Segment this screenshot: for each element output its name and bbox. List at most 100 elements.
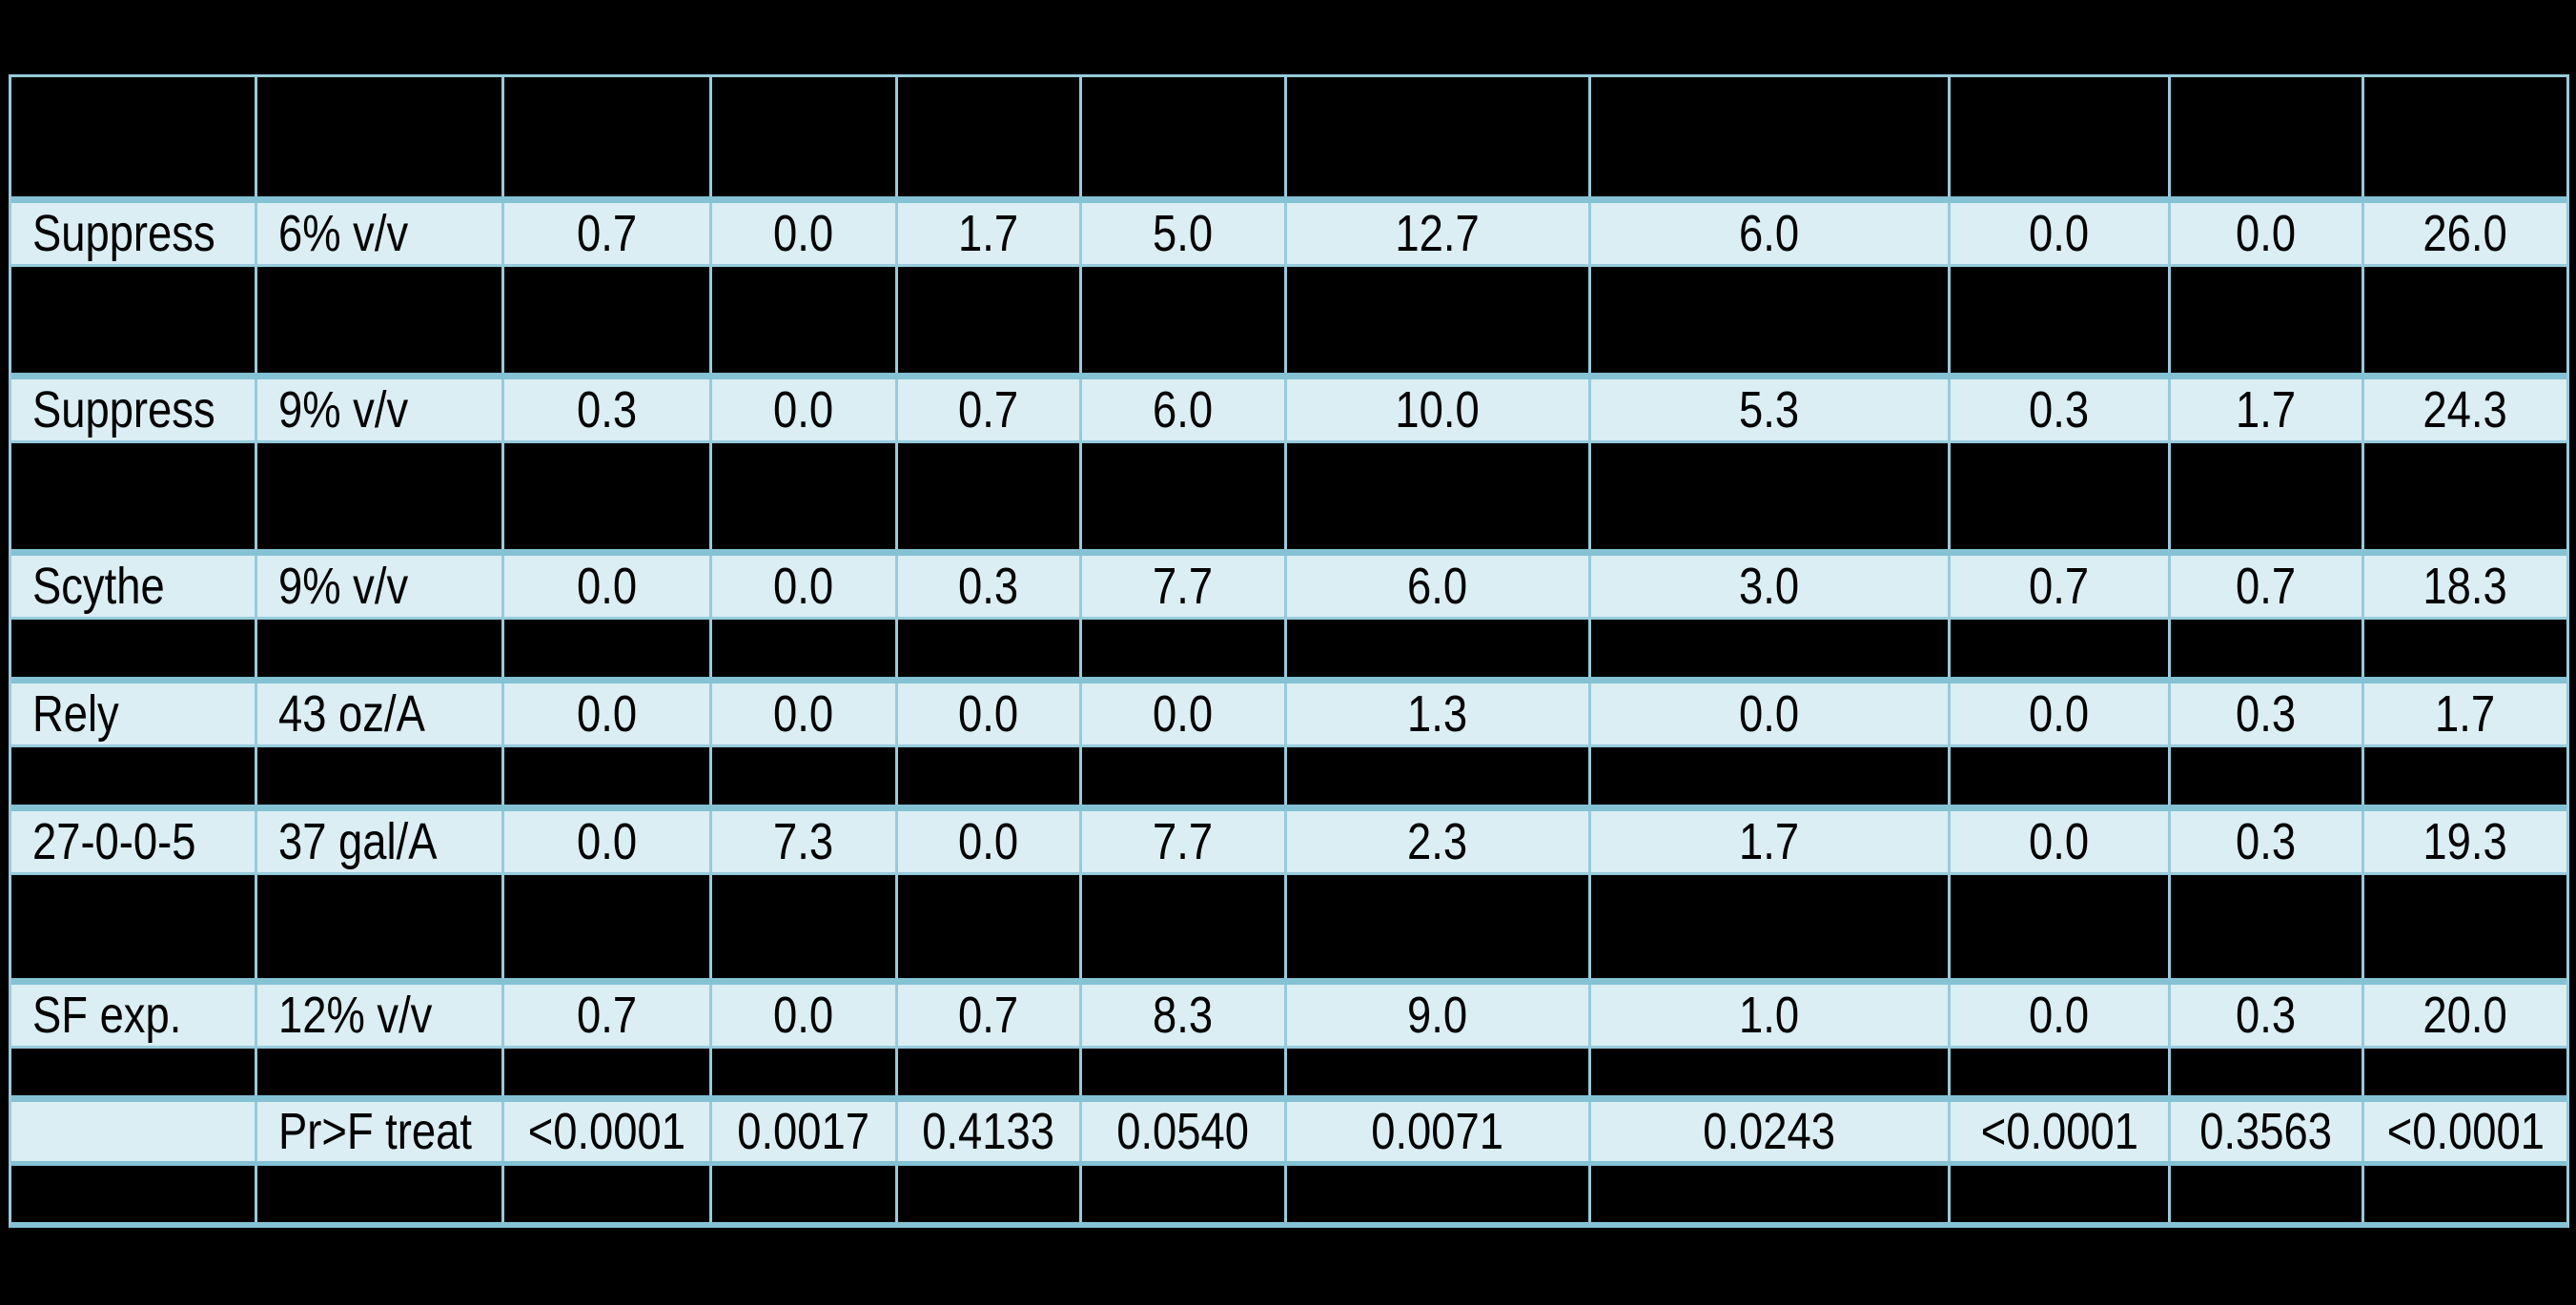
spacer-cell: [1287, 443, 1591, 549]
value-cell: 20.0: [2423, 987, 2508, 1044]
header-cell: [1082, 77, 1287, 196]
value-cell: 1.7: [1591, 811, 1951, 872]
value-cell: 0.0: [504, 811, 712, 872]
spacer-cell: [2171, 747, 2364, 805]
spacer-cell: [2171, 267, 2364, 373]
spacer-cell: [1591, 620, 1951, 677]
spacer-cell: [1287, 875, 1591, 978]
spacer-cell: [2364, 1049, 2566, 1095]
spacer-cell: [1951, 747, 2171, 805]
spacer-cell: [898, 443, 1082, 549]
spacer-cell: [11, 747, 257, 805]
spacer-cell: [1591, 875, 1951, 978]
rate-cell: 37 gal/A: [257, 811, 504, 872]
spacer-cell: [898, 875, 1082, 978]
spacer-cell: [257, 1049, 504, 1095]
spacer-cell: [2364, 267, 2566, 373]
spacer-row: [11, 747, 2566, 805]
value-cell: 10.0: [1287, 379, 1591, 440]
spacer-cell: [257, 1166, 504, 1222]
spacer-cell: [2171, 1166, 2364, 1222]
spacer-cell: [504, 620, 712, 677]
spacer-cell: [1591, 1166, 1951, 1222]
spacer-cell: [257, 267, 504, 373]
spacer-cell: [712, 875, 898, 978]
value-cell: 0.0: [712, 379, 898, 440]
value-cell: 18.3: [2423, 558, 2508, 615]
value-cell: 19.3: [2423, 813, 2508, 870]
spacer-cell: [504, 1049, 712, 1095]
rate-cell: 43 oz/A: [257, 683, 504, 744]
spacer-row: [11, 267, 2566, 373]
spacer-cell: [1951, 1049, 2171, 1095]
spacer-row: [11, 620, 2566, 677]
spacer-cell: [1287, 1166, 1591, 1222]
spacer-cell: [712, 1049, 898, 1095]
value-cell: 24.3: [2423, 381, 2508, 438]
value-cell: 1.7: [898, 203, 1082, 264]
value-cell: 0.0: [1082, 683, 1287, 744]
header-cell: [1591, 77, 1951, 196]
rate-cell: 12% v/v: [257, 985, 504, 1046]
treatment-cell: 27-0-0-5: [11, 811, 257, 872]
header-cell: [1951, 77, 2171, 196]
spacer-row: [11, 875, 2566, 978]
spacer-cell: [898, 1166, 1082, 1222]
value-cell: 0.0: [504, 683, 712, 744]
spacer-cell: [2171, 1049, 2364, 1095]
header-cell: [11, 77, 257, 196]
spacer-cell: [1082, 620, 1287, 677]
spacer-cell: [504, 267, 712, 373]
spacer-cell: [1287, 1049, 1591, 1095]
header-row: [11, 77, 2566, 196]
pvalue-cell: 0.0540: [1082, 1102, 1287, 1161]
header-cell: [257, 77, 504, 196]
spacer-cell: [712, 747, 898, 805]
spacer-cell: [1287, 267, 1591, 373]
rate-cell: 6% v/v: [257, 203, 504, 264]
spacer-cell: [1591, 747, 1951, 805]
spacer-cell: [504, 443, 712, 549]
spacer-cell: [504, 747, 712, 805]
spacer-cell: [1951, 267, 2171, 373]
value-cell: 0.3: [504, 379, 712, 440]
header-cell: [898, 77, 1082, 196]
table-row: Scythe 9% v/v 0.0 0.0 0.3 7.7 6.0 3.0 0.…: [11, 549, 2566, 620]
value-cell: 0.0: [504, 556, 712, 617]
header-cell: [1287, 77, 1591, 196]
spacer-cell: [2364, 1166, 2566, 1222]
pvalue-cell: 0.3563: [2171, 1102, 2364, 1161]
treatment-cell: SF exp.: [11, 985, 257, 1046]
spacer-cell: [1287, 747, 1591, 805]
spacer-cell: [1082, 1166, 1287, 1222]
spacer-cell: [11, 1049, 257, 1095]
value-cell: 0.0: [2171, 203, 2364, 264]
spacer-cell: [1082, 747, 1287, 805]
pvalue-cell: <0.0001: [2386, 1103, 2545, 1160]
value-cell: 0.3: [1951, 379, 2171, 440]
header-cell: [712, 77, 898, 196]
value-cell: 0.7: [1951, 556, 2171, 617]
treatment-label: Suppress: [32, 205, 215, 262]
spacer-cell: [1591, 267, 1951, 373]
value-cell: 0.3: [2171, 985, 2364, 1046]
spacer-cell: [1082, 267, 1287, 373]
spacer-cell: [898, 747, 1082, 805]
spacer-cell: [1951, 443, 2171, 549]
value-cell: 1.3: [1287, 683, 1591, 744]
value-cell: 0.0: [712, 683, 898, 744]
value-cell: 0.7: [898, 985, 1082, 1046]
spacer-cell: [11, 1166, 257, 1222]
value-cell: 6.0: [1287, 556, 1591, 617]
value-cell: 0.0: [898, 811, 1082, 872]
spacer-cell: [11, 875, 257, 978]
value-cell: 5.0: [1082, 203, 1287, 264]
table-row: Rely 43 oz/A 0.0 0.0 0.0 0.0 1.3 0.0 0.0…: [11, 677, 2566, 747]
spacer-cell: [257, 443, 504, 549]
spacer-cell: [257, 875, 504, 978]
value-cell: 1.7: [2435, 685, 2496, 743]
value-cell: 0.0: [1951, 683, 2171, 744]
treatment-cell: Scythe: [11, 556, 257, 617]
header-cell: [2171, 77, 2364, 196]
header-cell: [2364, 77, 2566, 196]
